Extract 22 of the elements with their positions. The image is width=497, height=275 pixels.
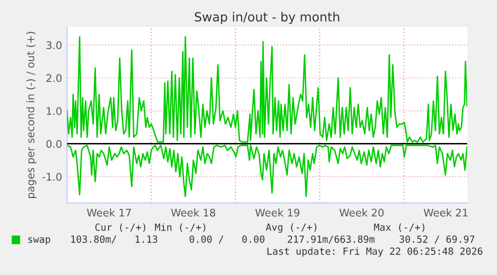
text: Avg (-/+): [266, 223, 316, 233]
x-tick-label: Week 18: [171, 208, 216, 217]
text: Cur (-/+): [95, 223, 146, 232]
x-tick-label: Week 20: [340, 208, 384, 217]
x-tick-label: Week 19: [255, 208, 300, 217]
text: 0.00 / 0.00: [190, 235, 264, 244]
text: 30.52 / 69.97: [400, 235, 474, 244]
y-tick-label: -1.0: [42, 172, 62, 181]
text: Min (-/+): [155, 223, 206, 232]
y-tick-label: 0.0: [46, 140, 62, 148]
text: Max (-/+): [374, 223, 424, 232]
chart-title: Swap in/out - by month: [194, 12, 340, 24]
x-tick-label: Week 17: [86, 208, 131, 217]
y-axis-title: pages per second in (-) / out (+): [26, 32, 36, 198]
y-tick-label: 3.0: [46, 41, 62, 50]
y-tick-label: 2.0: [46, 74, 62, 82]
text: 217.91m/663.89m: [288, 235, 374, 244]
x-tick-label: Week 21: [424, 208, 468, 217]
y-tick-label: 1.0: [46, 107, 62, 115]
text: Last update: Fri May 22 06:25:48 2026: [267, 247, 482, 257]
legend-label: swap: [28, 237, 50, 245]
text: 103.80m/ 1.13: [71, 235, 158, 244]
